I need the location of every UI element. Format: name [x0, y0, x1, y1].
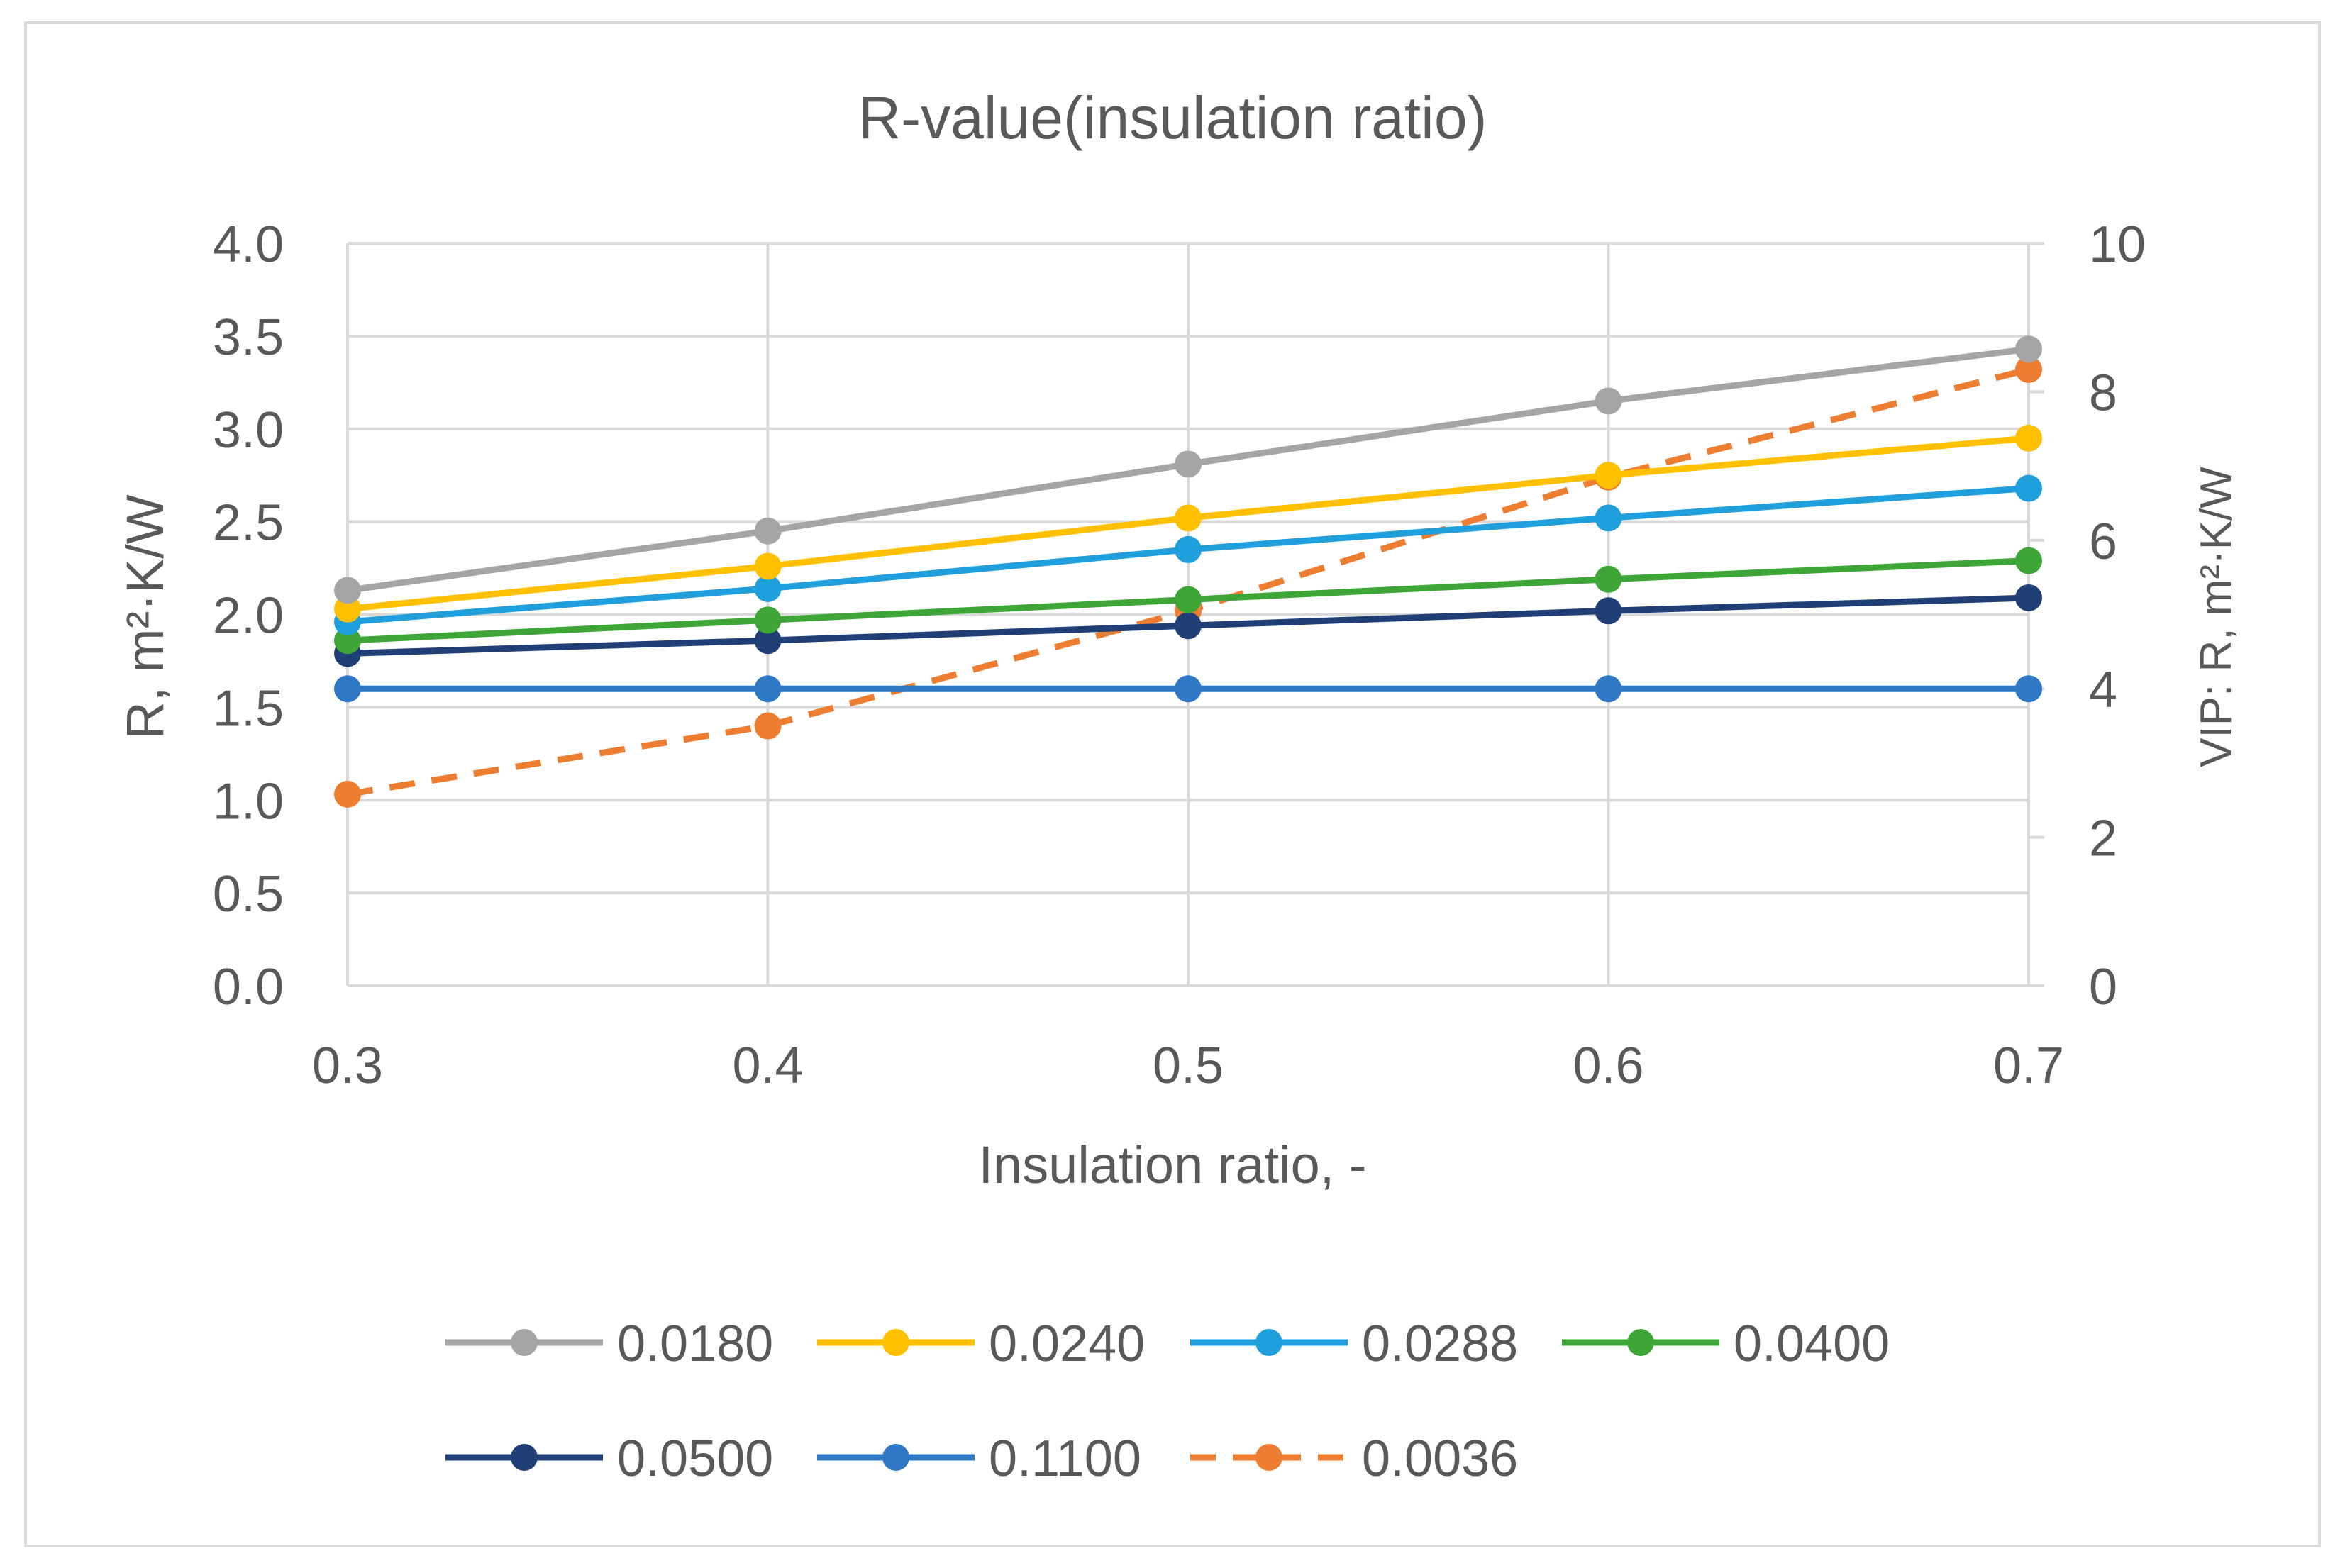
data-point: [1175, 586, 1202, 613]
series-0.0180: [334, 335, 2042, 604]
data-point: [1595, 387, 1622, 415]
data-point: [1175, 504, 1202, 532]
y2-tick-label: 2: [2089, 811, 2117, 867]
y-tick-label: 1.5: [213, 680, 284, 737]
data-point: [1595, 462, 1622, 489]
legend-swatch-marker: [1255, 1329, 1282, 1356]
data-point: [1175, 675, 1202, 703]
y-tick-label: 0.5: [213, 866, 284, 923]
legend-item: 0.0240: [817, 1316, 1145, 1372]
data-point: [334, 675, 361, 703]
y2-tick-label: 4: [2089, 662, 2117, 718]
data-point: [334, 627, 361, 655]
series-0.0400: [334, 547, 2042, 655]
data-point: [754, 517, 782, 545]
legend-item: 0.1100: [817, 1430, 1141, 1487]
data-point: [754, 574, 782, 602]
chart-title: R-value(insulation ratio): [858, 84, 1487, 151]
data-point: [754, 712, 782, 740]
data-point: [754, 606, 782, 634]
x-tick-label: 0.7: [1993, 1038, 2064, 1094]
y-tick-label: 3.0: [213, 402, 284, 459]
legend-label: 0.0500: [617, 1430, 773, 1487]
data-point: [754, 552, 782, 580]
legend-swatch-marker: [1255, 1444, 1282, 1471]
data-point: [1595, 597, 1622, 625]
data-point: [1175, 535, 1202, 563]
x-axis-label: Insulation ratio, -: [978, 1135, 1366, 1194]
tick-labels: 0.0 0.5 1.0 1.5 2.0 2.5 3.0 3.5 4.0 0.3 0.4 0.5 0.6 0…: [213, 216, 2146, 1094]
x-tick-label: 0.6: [1573, 1038, 1643, 1094]
y-tick-label: 1.0: [213, 773, 284, 830]
legend-label: 0.0288: [1362, 1316, 1518, 1372]
legend-item: 0.0400: [1562, 1316, 1890, 1372]
y-tick-label: 4.0: [213, 216, 284, 273]
series-0.1100: [334, 675, 2042, 703]
data-point: [2015, 424, 2042, 452]
legend-swatch-marker: [882, 1444, 909, 1471]
legend-label: 0.0036: [1362, 1430, 1518, 1487]
x-tick-label: 0.5: [1153, 1038, 1224, 1094]
data-point: [754, 675, 782, 703]
data-point: [1595, 675, 1622, 703]
legend-label: 0.0400: [1734, 1316, 1890, 1372]
data-point: [334, 595, 361, 623]
data-point: [334, 780, 361, 808]
legend-swatch-marker: [1627, 1329, 1654, 1356]
y2-tick-label: 6: [2089, 513, 2117, 570]
data-point: [334, 577, 361, 604]
data-point: [1595, 565, 1622, 593]
data-point: [1175, 450, 1202, 478]
secondary-y-axis-label: VIP: R, m²·K/W: [2192, 467, 2241, 767]
legend-item: 0.0180: [445, 1316, 773, 1372]
legend-swatch-marker: [511, 1329, 538, 1356]
x-tick-label: 0.4: [732, 1038, 803, 1094]
y-tick-label: 2.5: [213, 495, 284, 552]
legend-label: 0.0180: [617, 1316, 773, 1372]
y2-tick-label: 8: [2089, 365, 2117, 421]
legend-label: 0.1100: [989, 1430, 1141, 1487]
x-tick-label: 0.3: [312, 1038, 383, 1094]
data-point: [754, 627, 782, 655]
data-point: [2015, 335, 2042, 363]
data-point: [2015, 584, 2042, 611]
y-tick-label: 2.0: [213, 588, 284, 645]
data-point: [1595, 504, 1622, 532]
legend-item: 0.0036: [1190, 1430, 1518, 1487]
data-point: [2015, 547, 2042, 574]
y2-tick-label: 0: [2089, 959, 2117, 1016]
legend-item: 0.0288: [1190, 1316, 1518, 1372]
series-0.0240: [334, 424, 2042, 623]
y2-tick-label: 10: [2089, 216, 2146, 273]
data-point: [2015, 675, 2042, 703]
legend-label: 0.0240: [989, 1316, 1145, 1372]
y-axis-label: R, m²·K/W: [116, 494, 174, 739]
data-point: [1175, 612, 1202, 640]
series-0.0500: [334, 584, 2042, 667]
series-layer: [334, 335, 2042, 808]
data-point: [2015, 355, 2042, 383]
y-tick-label: 3.5: [213, 309, 284, 366]
legend: 0.0180 0.0240 0.0288 0.0400 0.0500 0.1100 0.00…: [445, 1316, 1890, 1487]
y-tick-label: 0.0: [213, 959, 284, 1016]
data-point: [2015, 474, 2042, 502]
legend-item: 0.0500: [445, 1430, 773, 1487]
legend-swatch-marker: [882, 1329, 909, 1356]
legend-swatch-marker: [511, 1444, 538, 1471]
